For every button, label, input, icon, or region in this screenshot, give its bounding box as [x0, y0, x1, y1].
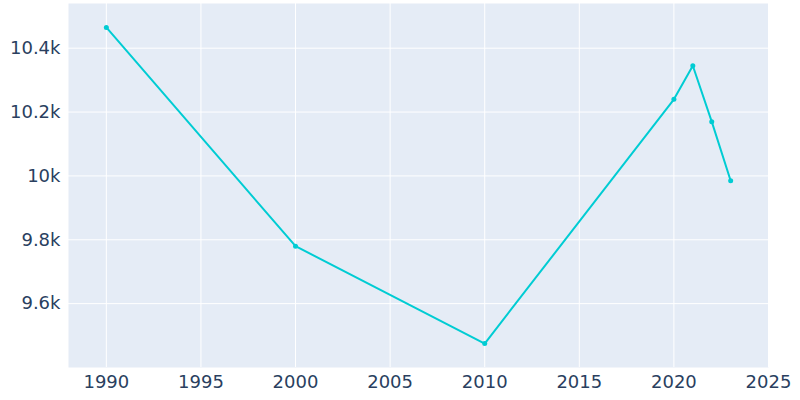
svg-text:10k: 10k: [27, 165, 61, 186]
svg-text:2005: 2005: [367, 371, 413, 392]
svg-text:2025: 2025: [746, 371, 792, 392]
svg-text:9.6k: 9.6k: [21, 292, 61, 313]
svg-text:9.8k: 9.8k: [21, 229, 61, 250]
svg-text:10.4k: 10.4k: [10, 37, 61, 58]
svg-text:2000: 2000: [273, 371, 319, 392]
svg-text:2015: 2015: [556, 371, 602, 392]
svg-text:1990: 1990: [83, 371, 129, 392]
svg-text:2020: 2020: [651, 371, 697, 392]
svg-text:2010: 2010: [462, 371, 508, 392]
svg-text:1995: 1995: [178, 371, 224, 392]
svg-text:10.2k: 10.2k: [10, 101, 61, 122]
